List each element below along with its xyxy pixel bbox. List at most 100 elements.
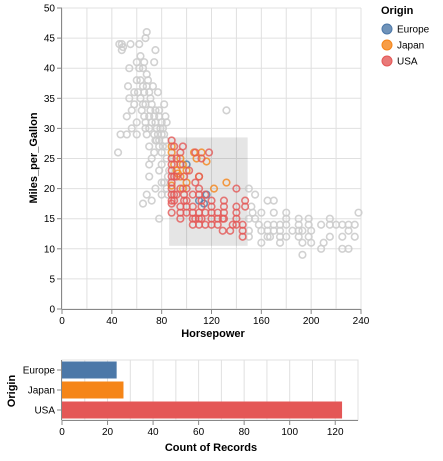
scatter-point-unselected — [148, 82, 158, 91]
scatter-point-unselected — [155, 166, 164, 175]
scatter-y-tick-label: 35 — [44, 94, 56, 105]
scatter-point-unselected — [244, 184, 253, 193]
origin-legend: Origin Europe Japan USA — [381, 5, 430, 68]
scatter-point-usa — [172, 154, 181, 163]
scatter-x-tick-label: 200 — [303, 316, 320, 327]
scatter-point-unselected — [257, 208, 266, 217]
scatter-y-tick-label: 15 — [44, 214, 56, 225]
bar-europe — [62, 361, 117, 379]
scatter-point-usa — [167, 208, 176, 217]
scatter-point-usa — [176, 214, 185, 223]
scatter-point-unselected — [257, 238, 266, 247]
scatter-y-tick-label: 20 — [44, 184, 56, 195]
scatter-point-unselected — [150, 148, 159, 157]
bar-category-label: Europe — [23, 366, 56, 377]
scatter-point-usa — [238, 220, 247, 229]
scatter-point-unselected — [162, 142, 171, 151]
scatter-point-usa — [241, 202, 250, 211]
scatter-x-tick-label: 0 — [59, 316, 65, 327]
scatter-point-unselected — [263, 232, 272, 241]
scatter-point-usa — [191, 148, 200, 157]
scatter-point-unselected — [135, 64, 144, 73]
legend-label-usa: USA — [397, 57, 418, 68]
scatter-point-unselected — [113, 148, 123, 157]
bar-x-tick-label: 20 — [102, 427, 114, 438]
scatter-point-unselected — [153, 88, 163, 97]
scatter-point-unselected — [151, 46, 160, 55]
scatter-y-axis-title: Miles_per_Gallon — [28, 112, 40, 203]
scatter-x-tick-label: 160 — [253, 316, 270, 327]
scatter-x-tick-label: 120 — [203, 316, 220, 327]
scatter-point-unselected — [147, 196, 156, 205]
scatter-point-unselected — [136, 52, 145, 61]
scatter-point-unselected — [265, 232, 275, 241]
scatter-point-unselected — [151, 106, 160, 115]
scatter-point-unselected — [298, 250, 307, 259]
scatter-y-tick-label: 5 — [49, 274, 55, 285]
bar-x-tick-label: 120 — [327, 427, 344, 438]
scatter-point-unselected — [150, 58, 159, 67]
legend-symbol-japan — [381, 39, 393, 51]
scatter-point-unselected — [118, 43, 128, 52]
scatter-x-tick-label: 40 — [106, 316, 118, 327]
bar-category-label: USA — [34, 406, 55, 417]
scatter-point-unselected — [125, 64, 134, 73]
scatter-point-unselected — [344, 226, 353, 235]
scatter-point-unselected — [304, 214, 313, 223]
scatter-point-usa — [197, 154, 206, 163]
scatter-points — [113, 27, 363, 259]
bar-x-tick-label: 60 — [193, 427, 205, 438]
bar-y-axis-title: Origin — [6, 375, 18, 408]
scatter-point-unselected — [130, 88, 139, 97]
scatter-point-unselected — [123, 82, 133, 91]
bar-x-tick-label: 100 — [281, 427, 298, 438]
scatter-point-usa — [232, 184, 241, 193]
scatter-point-unselected — [317, 244, 326, 253]
bar-x-axis-title: Count of Records — [165, 442, 257, 454]
scatter-point-unselected — [294, 214, 303, 223]
scatter-point-unselected — [155, 214, 164, 223]
scatter-point-unselected — [132, 130, 141, 139]
legend-label-japan: Japan — [397, 41, 424, 52]
scatter-y-tick-label: 10 — [44, 244, 56, 255]
scatter-point-unselected — [126, 40, 135, 49]
scatter-point-unselected — [307, 226, 316, 235]
scatter-x-axis-title: Horsepower — [181, 328, 245, 340]
scatter-point-unselected — [325, 214, 334, 223]
scatter-point-unselected — [145, 172, 154, 181]
scatter-point-unselected — [116, 130, 125, 139]
scatter-point-usa — [197, 202, 206, 211]
scatter-point-japan — [178, 160, 187, 169]
bar-japan — [62, 381, 124, 399]
scatter-point-unselected — [132, 118, 141, 127]
scatter-point-unselected — [130, 100, 139, 109]
scatter-point-unselected — [160, 100, 169, 109]
scatter-point-unselected — [122, 112, 131, 121]
scatter-point-unselected — [269, 196, 278, 205]
scatter-point-usa — [172, 172, 181, 181]
scatter-point-unselected — [248, 208, 257, 217]
scatter-point-unselected — [317, 220, 326, 229]
scatter-x-tick-label: 240 — [353, 316, 370, 327]
scatter-point-unselected — [282, 208, 291, 217]
scatter-point-usa — [182, 184, 191, 193]
scatter-point-unselected — [251, 190, 260, 199]
scatter-point-unselected — [142, 190, 151, 199]
scatter-point-unselected — [143, 76, 153, 85]
scatter-point-unselected — [135, 40, 144, 49]
scatter-point-unselected — [325, 232, 334, 241]
scatter-point-unselected — [140, 58, 149, 67]
legend-label-europe: Europe — [397, 25, 430, 36]
bar-usa — [62, 401, 343, 419]
scatter-point-usa — [176, 160, 185, 169]
scatter-y-tick-label: 30 — [44, 124, 56, 135]
scatter-point-unselected — [269, 208, 278, 217]
scatter-point-usa — [197, 214, 206, 223]
scatter-point-unselected — [298, 238, 307, 247]
scatter-y-tick-label: 50 — [44, 4, 56, 15]
scatter-point-unselected — [307, 238, 316, 247]
scatter-point-unselected — [132, 76, 141, 85]
scatter-point-unselected — [141, 33, 150, 43]
legend-symbol-europe — [381, 23, 393, 35]
